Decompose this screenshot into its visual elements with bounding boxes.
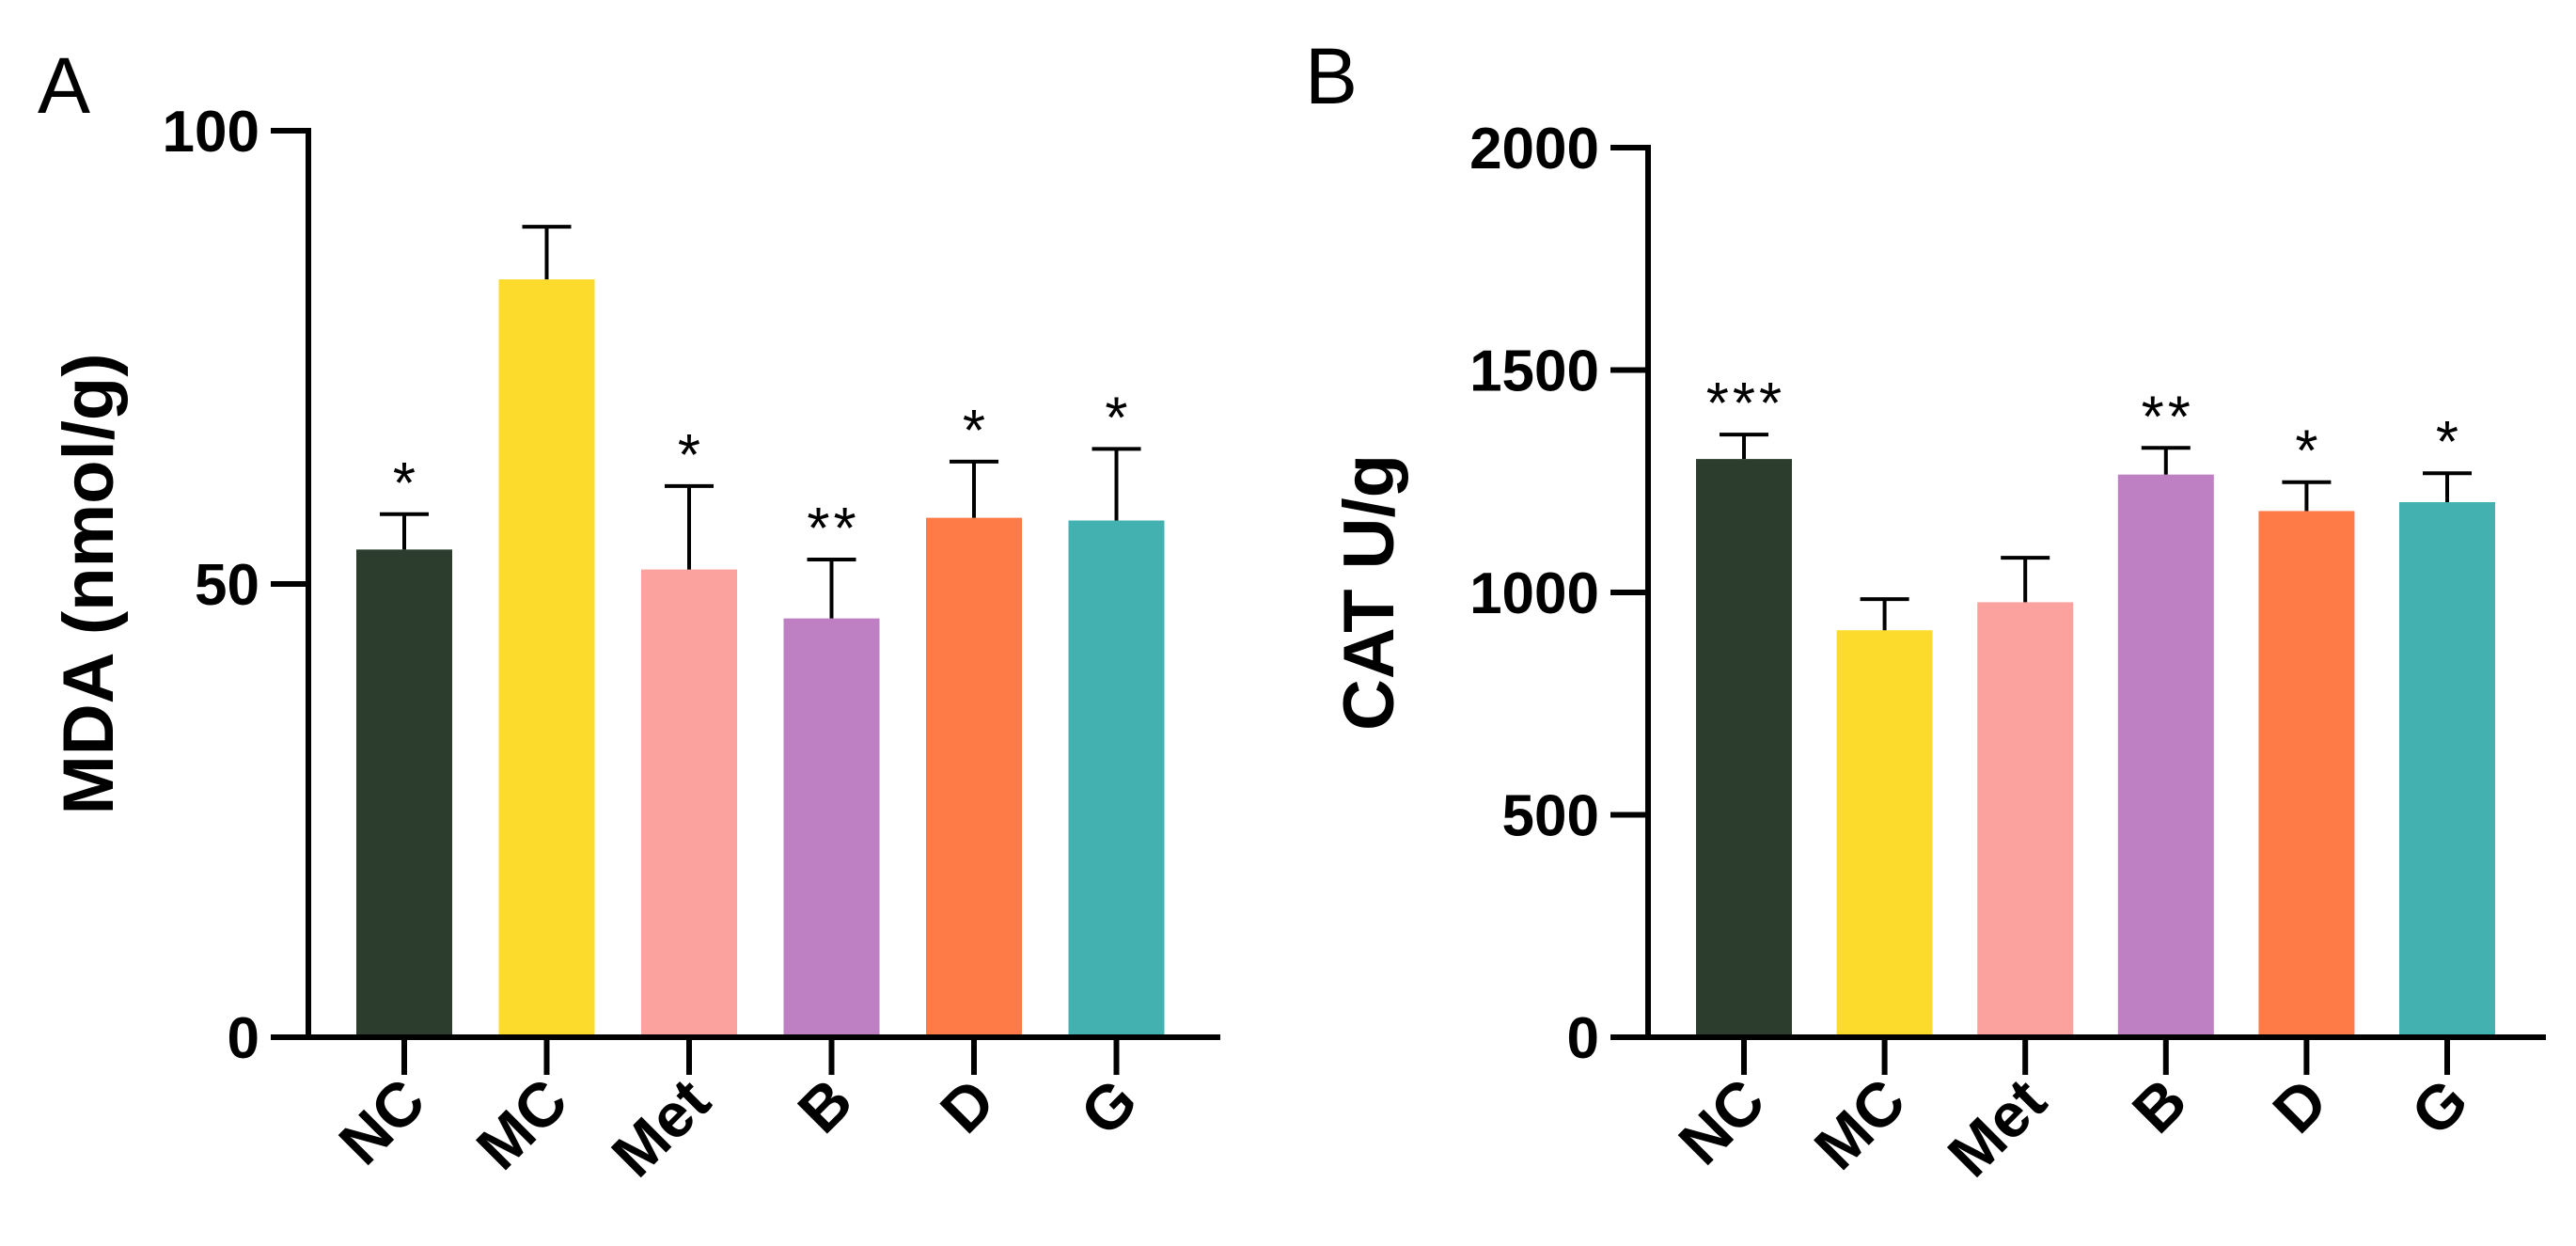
y-tick-label: 0 bbox=[228, 1006, 259, 1071]
y-tick-label: 0 bbox=[1567, 1006, 1599, 1071]
x-tick-label-g: G bbox=[2397, 1065, 2481, 1149]
x-tick-label-b: B bbox=[784, 1065, 865, 1146]
error-bar-mc bbox=[1860, 597, 1909, 631]
bar-nc bbox=[356, 549, 452, 1037]
bar-b bbox=[2117, 474, 2214, 1037]
bar-nc bbox=[1696, 459, 1792, 1038]
error-bar-mc bbox=[522, 225, 572, 280]
y-tick-label: 50 bbox=[195, 553, 259, 618]
bar-mc bbox=[498, 279, 595, 1037]
x-tick-label-g: G bbox=[1067, 1065, 1151, 1149]
significance-label: * bbox=[2436, 410, 2462, 475]
significance-label: ** bbox=[2142, 385, 2194, 450]
x-tick-label-mc: MC bbox=[1801, 1065, 1919, 1183]
panel-letter: B bbox=[1305, 32, 1358, 120]
significance-label: * bbox=[678, 423, 704, 488]
y-tick-label: 1500 bbox=[1469, 339, 1599, 404]
significance-label: * bbox=[1105, 386, 1131, 450]
panel-letter: A bbox=[38, 41, 90, 130]
y-tick-label: 100 bbox=[163, 100, 259, 165]
bar-g bbox=[2399, 501, 2495, 1037]
y-axis-title: MDA (nmol/g) bbox=[49, 353, 129, 814]
bar-d bbox=[926, 517, 1022, 1037]
error-bar-b bbox=[807, 557, 856, 619]
y-axis-title: CAT U/g bbox=[1329, 454, 1409, 731]
y-tick-label: 500 bbox=[1502, 784, 1599, 849]
error-bar-d bbox=[950, 459, 998, 518]
error-bar-met bbox=[2001, 556, 2050, 603]
y-tick-label: 1000 bbox=[1469, 561, 1599, 626]
significance-label: * bbox=[2295, 419, 2321, 484]
error-bar-g bbox=[1092, 447, 1141, 521]
y-tick-label: 2000 bbox=[1469, 117, 1599, 181]
significance-label: * bbox=[393, 451, 419, 516]
bar-met bbox=[641, 569, 737, 1037]
x-tick-label-d: D bbox=[2259, 1065, 2340, 1146]
error-bar-met bbox=[665, 483, 714, 570]
bar-g bbox=[1068, 520, 1165, 1037]
error-bar-b bbox=[2141, 446, 2191, 475]
bar-d bbox=[2258, 511, 2355, 1037]
x-tick-label-b: B bbox=[2119, 1065, 2200, 1146]
bar-b bbox=[783, 618, 880, 1037]
error-bar-d bbox=[2282, 480, 2332, 512]
significance-label: *** bbox=[1706, 371, 1785, 436]
x-tick-label-met: Met bbox=[1934, 1065, 2059, 1191]
x-tick-label-nc: NC bbox=[1665, 1065, 1778, 1178]
x-tick-label-met: Met bbox=[598, 1065, 723, 1191]
x-tick-label-d: D bbox=[927, 1065, 1008, 1146]
significance-label: * bbox=[963, 399, 989, 464]
error-bar-nc bbox=[1720, 433, 1768, 460]
significance-label: ** bbox=[807, 497, 859, 561]
bar-mc bbox=[1836, 630, 1933, 1037]
bar-met bbox=[1977, 602, 2074, 1037]
x-tick-label-nc: NC bbox=[325, 1065, 438, 1178]
error-bar-g bbox=[2423, 471, 2472, 502]
error-bar-nc bbox=[380, 512, 429, 550]
x-tick-label-mc: MC bbox=[463, 1065, 580, 1183]
